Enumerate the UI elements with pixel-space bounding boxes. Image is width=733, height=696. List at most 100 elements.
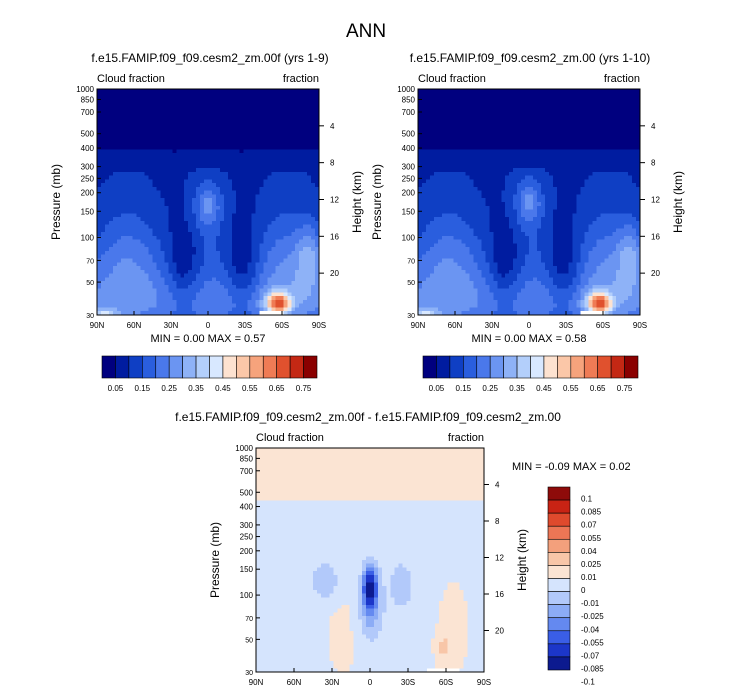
heatmap-cell bbox=[168, 284, 173, 290]
heatmap-cell bbox=[200, 273, 205, 278]
heatmap-cell bbox=[243, 296, 249, 301]
heatmap-cell bbox=[517, 100, 522, 105]
heatmap-cell bbox=[497, 186, 502, 192]
heatmap-cell bbox=[136, 205, 141, 210]
heatmap-cell bbox=[196, 299, 201, 305]
heatmap-cell bbox=[525, 156, 530, 161]
heatmap-cell bbox=[148, 296, 153, 301]
heatmap-cell bbox=[552, 141, 558, 146]
heatmap-cell bbox=[112, 190, 118, 195]
heatmap-cell bbox=[231, 179, 237, 184]
heatmap-cell bbox=[457, 171, 462, 177]
heatmap-cell bbox=[251, 137, 256, 143]
heatmap-cell bbox=[295, 156, 300, 161]
heatmap-cell bbox=[307, 137, 312, 143]
heatmap-cell bbox=[124, 284, 130, 290]
heatmap-cell bbox=[100, 258, 106, 263]
heatmap-cell bbox=[144, 269, 149, 274]
heatmap-cell bbox=[295, 220, 300, 225]
heatmap-cell bbox=[243, 145, 249, 150]
heatmap-cell bbox=[532, 100, 538, 105]
heatmap-cell bbox=[267, 141, 272, 146]
heatmap-cell bbox=[441, 104, 447, 109]
heatmap-cell bbox=[148, 115, 153, 120]
heatmap-cell bbox=[180, 134, 185, 139]
heatmap-cell bbox=[200, 284, 205, 290]
heatmap-cell bbox=[223, 111, 229, 116]
heatmap-cell bbox=[604, 179, 609, 184]
heatmap-cell bbox=[108, 164, 114, 169]
heatmap-cell bbox=[299, 262, 304, 267]
heatmap-cell bbox=[421, 111, 427, 116]
heatmap-cell bbox=[200, 239, 205, 244]
heatmap-cell bbox=[196, 284, 201, 290]
heatmap-cell bbox=[144, 107, 149, 112]
heatmap-cell bbox=[548, 89, 554, 94]
heatmap-cell bbox=[251, 209, 256, 214]
heatmap-cell bbox=[259, 292, 264, 297]
heatmap-cell bbox=[223, 145, 229, 150]
heatmap-cell bbox=[485, 153, 490, 158]
heatmap-cell bbox=[100, 254, 106, 259]
heatmap-cell bbox=[608, 126, 613, 131]
heatmap-cell bbox=[112, 107, 118, 112]
heatmap-cell bbox=[445, 175, 451, 180]
heatmap-cell bbox=[227, 164, 233, 169]
heatmap-cell bbox=[124, 190, 130, 195]
heatmap-cell bbox=[636, 130, 641, 135]
heatmap-cell bbox=[128, 89, 134, 94]
heatmap-cell bbox=[632, 130, 637, 135]
heatmap-cell bbox=[97, 130, 102, 135]
heatmap-cell bbox=[120, 266, 126, 271]
heatmap-cell bbox=[140, 137, 145, 143]
heatmap-cell bbox=[536, 122, 542, 128]
heatmap-cell bbox=[616, 153, 621, 158]
heatmap-cell bbox=[616, 89, 621, 94]
heatmap-cell bbox=[299, 122, 304, 128]
heatmap-cell bbox=[532, 141, 538, 146]
heatmap-cell bbox=[453, 186, 459, 192]
heatmap-cell bbox=[275, 115, 280, 120]
heatmap-cell bbox=[267, 262, 272, 267]
heatmap-cell bbox=[152, 130, 157, 135]
heatmap-cell bbox=[307, 303, 312, 308]
heatmap-cell bbox=[97, 232, 102, 237]
heatmap-cell bbox=[200, 119, 205, 124]
heatmap-cell bbox=[299, 224, 304, 229]
heatmap-cell bbox=[243, 311, 249, 316]
heatmap-cell bbox=[540, 141, 546, 146]
heatmap-cell bbox=[560, 100, 566, 105]
heatmap-cell bbox=[509, 92, 514, 97]
heatmap-cell bbox=[215, 89, 221, 94]
heatmap-cell bbox=[275, 179, 280, 184]
heatmap-cell bbox=[231, 111, 237, 116]
heatmap-cell bbox=[588, 115, 593, 120]
heatmap-cell bbox=[263, 243, 268, 248]
heatmap-cell bbox=[192, 183, 197, 188]
heatmap-cell bbox=[580, 183, 585, 188]
heatmap-cell bbox=[211, 232, 217, 237]
heatmap-cell bbox=[172, 311, 177, 316]
heatmap-cell bbox=[152, 254, 157, 259]
heatmap-cell bbox=[596, 122, 601, 128]
heatmap-cell bbox=[219, 89, 225, 94]
heatmap-cell bbox=[275, 296, 280, 301]
heatmap-cell bbox=[544, 179, 550, 184]
heatmap-cell bbox=[235, 209, 241, 214]
heatmap-cell bbox=[215, 217, 221, 222]
heatmap-cell bbox=[461, 141, 466, 146]
heatmap-cell bbox=[624, 156, 629, 161]
heatmap-cell bbox=[612, 156, 617, 161]
heatmap-cell bbox=[521, 104, 526, 109]
heatmap-cell bbox=[429, 111, 435, 116]
heatmap-cell bbox=[124, 100, 130, 105]
heatmap-cell bbox=[259, 183, 264, 188]
heatmap-cell bbox=[267, 156, 272, 161]
heatmap-cell bbox=[239, 239, 245, 244]
heatmap-cell bbox=[311, 292, 316, 297]
heatmap-cell bbox=[608, 145, 613, 150]
heatmap-cell bbox=[168, 254, 173, 259]
heatmap-cell bbox=[196, 175, 201, 180]
heatmap-cell bbox=[560, 104, 566, 109]
heatmap-cell bbox=[108, 122, 114, 128]
